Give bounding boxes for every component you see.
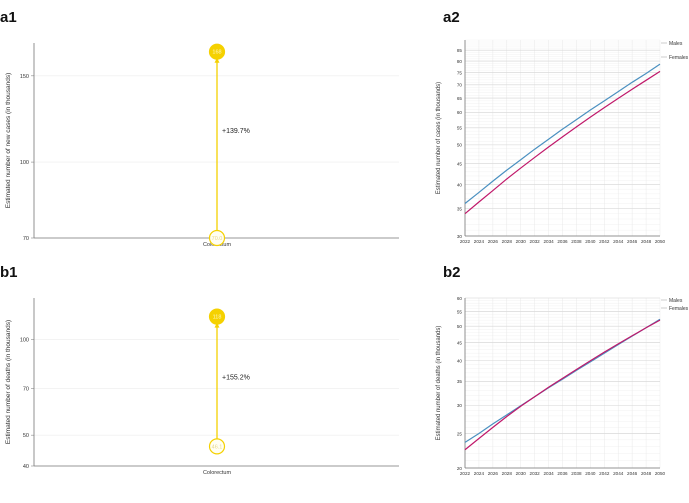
y-tick-label: 35 [457, 206, 463, 211]
point-projected [208, 308, 226, 325]
x-tick-label: 2042 [599, 471, 610, 476]
y-tick-label: 40 [457, 182, 463, 187]
x-tick-label: 2038 [571, 239, 582, 244]
y-tick-label: 40 [457, 359, 463, 364]
y-tick-label: 30 [457, 234, 463, 239]
x-tick-label: 2038 [571, 471, 582, 476]
series-line-females [464, 70, 661, 215]
point-projected-label: 168 [212, 50, 221, 56]
panel-label-b2: b2 [443, 264, 461, 281]
panel-label-b1: b1 [0, 264, 18, 281]
x-tick-label: 2026 [488, 239, 499, 244]
y-axis-label: Estimated number of new cases (in thousa… [5, 73, 12, 208]
x-tick-label: 2034 [543, 471, 554, 476]
y-tick-label: 80 [457, 59, 463, 64]
chart-a1-new-cases: 70 100 150 Estimated number of new cases (i… [5, 43, 399, 248]
y-tick-label: 20 [457, 466, 463, 471]
x-tick-label: 2022 [460, 471, 471, 476]
y-tick-label: 55 [457, 126, 463, 131]
y-tick-label: 100 [20, 337, 29, 343]
y-tick-label: 45 [457, 340, 463, 345]
y-tick-label: 85 [457, 48, 463, 53]
lollipop-arrow [214, 57, 220, 63]
x-tick-label: 2024 [474, 471, 485, 476]
y-tick-label: 30 [457, 403, 463, 408]
series-label-males: Males [669, 41, 683, 47]
point-projected [208, 43, 226, 60]
series-label-females: Females [669, 306, 689, 312]
point-baseline-label: 70.0 [212, 236, 223, 242]
x-tick-label: 2050 [655, 471, 666, 476]
x-tick-label: 2042 [599, 239, 610, 244]
series-label-males: Males [669, 298, 683, 304]
series-line-males [464, 63, 661, 204]
point-baseline [208, 438, 226, 455]
y-tick-label: 70 [23, 387, 29, 393]
point-projected-label: 118 [213, 315, 222, 321]
y-tick-label: 65 [457, 96, 463, 101]
y-tick-label: 50 [23, 433, 29, 439]
y-tick-label: 50 [457, 143, 463, 148]
x-tick-label: 2032 [530, 471, 541, 476]
y-axis-label: Estimated number of cases (in thousands) [436, 82, 442, 194]
y-tick-label: 150 [20, 74, 29, 80]
y-tick-label: 55 [457, 309, 463, 314]
x-tick-label: 2044 [613, 239, 624, 244]
y-tick-label: 40 [23, 464, 29, 470]
point-baseline [208, 229, 226, 247]
x-tick-label: 2026 [488, 471, 499, 476]
x-tick-label: 2030 [516, 471, 527, 476]
panel-label-a2: a2 [443, 9, 460, 26]
x-tick-label: 2030 [516, 239, 527, 244]
y-tick-label: 70 [23, 236, 29, 242]
x-tick-label: 2050 [655, 239, 666, 244]
y-tick-label: 75 [457, 70, 463, 75]
panel-label-a1: a1 [0, 9, 17, 26]
x-tick-label: 2032 [530, 239, 541, 244]
x-tick-label: 2046 [627, 471, 638, 476]
x-tick-label: 2046 [627, 239, 638, 244]
y-tick-label: 35 [457, 379, 463, 384]
x-tick-label: 2028 [502, 239, 513, 244]
x-tick-label: 2022 [460, 239, 471, 244]
x-tick-label: 2040 [585, 239, 596, 244]
x-tick-label: 2048 [641, 471, 652, 476]
y-tick-label: 50 [457, 324, 463, 329]
x-tick-label: 2036 [557, 239, 568, 244]
lollipop-arrow [214, 322, 220, 328]
x-category-label: Colorectum [203, 470, 232, 476]
x-tick-label: 2044 [613, 471, 624, 476]
y-tick-label: 60 [457, 296, 463, 301]
point-baseline-label: 46.1 [212, 444, 223, 450]
x-tick-label: 2034 [543, 239, 554, 244]
series-line-females [464, 319, 661, 451]
y-tick-label: 100 [20, 160, 29, 166]
x-tick-label: 2048 [641, 239, 652, 244]
chart-a2-cases-trend: 30 35 40 45 50 55 60 65 70 75 80 85 2022 2024 2026 2028… [436, 39, 689, 244]
y-axis-label: Estimated number of deaths (in thousands… [436, 326, 442, 441]
y-tick-label: 60 [457, 110, 463, 115]
y-tick-label: 70 [457, 83, 463, 88]
y-tick-label: 25 [457, 431, 463, 436]
series-label-females: Females [669, 55, 689, 61]
percent-change-label: +139.7% [222, 128, 250, 135]
chart-b1-deaths: 40 50 70 100 Estimated number of deaths (in … [5, 298, 399, 476]
y-tick-label: 45 [457, 161, 463, 166]
x-tick-label: 2040 [585, 471, 596, 476]
percent-change-label: +155.2% [222, 374, 250, 381]
y-axis-label: Estimated number of deaths (in thousands… [5, 320, 12, 444]
x-tick-label: 2028 [502, 471, 513, 476]
x-tick-label: 2036 [557, 471, 568, 476]
x-tick-label: 2024 [474, 239, 485, 244]
